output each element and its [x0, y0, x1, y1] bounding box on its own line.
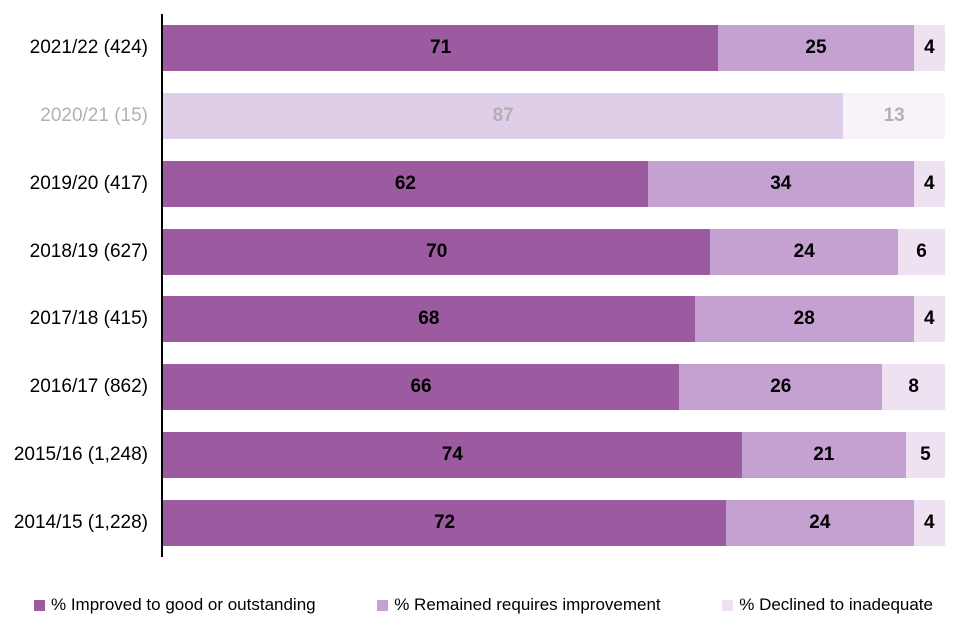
legend-label: % Improved to good or outstanding: [51, 595, 316, 614]
table-row: 2021/22 (424) 71 25 4: [0, 14, 945, 82]
legend-label: % Declined to inadequate: [739, 595, 933, 614]
category-label: 2020/21 (15): [40, 104, 148, 126]
plot-area: 2021/22 (424) 71 25 4 2020/21 (15) 87 13 20…: [0, 14, 945, 557]
bar-segment: 13: [843, 92, 945, 139]
table-row: 2018/19 (627) 70 24 6: [0, 218, 945, 286]
legend-item: % Remained requires improvement: [377, 595, 661, 615]
category-label: 2015/16 (1,248): [13, 444, 148, 466]
bar-segment: 6: [898, 228, 945, 275]
bar-segment: 71: [163, 24, 719, 71]
table-row: 2020/21 (15) 87 13: [0, 82, 945, 150]
legend-swatch-icon: [34, 599, 45, 611]
category-label: 2019/20 (417): [29, 172, 148, 194]
bar-segment: 87: [163, 92, 844, 139]
table-row: 2016/17 (862) 66 26 8: [0, 353, 945, 421]
stacked-bar: 72 24 4: [163, 500, 945, 547]
stacked-bar: 87 13: [163, 92, 945, 139]
bar-segment: 66: [163, 364, 680, 411]
legend-item: % Declined to inadequate: [722, 595, 933, 615]
bar-segment: 24: [710, 228, 899, 275]
stacked-bar: 66 26 8: [163, 364, 945, 411]
bar-segment: 4: [913, 500, 945, 547]
bar-segment: 4: [913, 24, 945, 71]
bar-segment: 74: [163, 432, 742, 479]
stacked-bar: 71 25 4: [163, 24, 945, 71]
bar-segment: 72: [163, 500, 727, 547]
stacked-bar: 62 34 4: [163, 160, 945, 207]
table-row: 2017/18 (415) 68 28 4: [0, 286, 945, 354]
bar-segment: 4: [913, 160, 945, 207]
legend-item: % Improved to good or outstanding: [34, 595, 316, 615]
stacked-bar: 70 24 6: [163, 228, 945, 275]
stacked-bar: 74 21 5: [163, 432, 945, 479]
category-label: 2016/17 (862): [29, 376, 148, 398]
y-axis-line: [161, 14, 163, 557]
category-label: 2017/18 (415): [29, 308, 148, 330]
bar-segment: 28: [694, 296, 914, 343]
legend-label: % Remained requires improvement: [394, 595, 661, 614]
bar-segment: 68: [163, 296, 695, 343]
bar-segment: 21: [741, 432, 906, 479]
legend-swatch-icon: [722, 599, 734, 611]
category-label: 2014/15 (1,228): [13, 512, 148, 534]
bar-segment: 70: [163, 228, 711, 275]
table-row: 2015/16 (1,248) 74 21 5: [0, 421, 945, 489]
bar-segment: 62: [163, 160, 648, 207]
stacked-bar: 68 28 4: [163, 296, 945, 343]
bar-rows: 2021/22 (424) 71 25 4 2020/21 (15) 87 13 20…: [0, 14, 945, 557]
bar-segment: 8: [882, 364, 945, 411]
table-row: 2019/20 (417) 62 34 4: [0, 150, 945, 218]
category-label: 2018/19 (627): [29, 240, 148, 262]
table-row: 2014/15 (1,228) 72 24 4: [0, 489, 945, 557]
legend: % Improved to good or outstanding % Rema…: [0, 595, 960, 615]
bar-segment: 5: [905, 432, 945, 479]
bar-segment: 34: [647, 160, 914, 207]
category-label: 2021/22 (424): [29, 36, 148, 58]
bar-segment: 24: [726, 500, 914, 547]
bar-segment: 26: [679, 364, 883, 411]
legend-swatch-icon: [377, 599, 389, 611]
bar-segment: 25: [718, 24, 914, 71]
bar-segment: 4: [913, 296, 945, 343]
